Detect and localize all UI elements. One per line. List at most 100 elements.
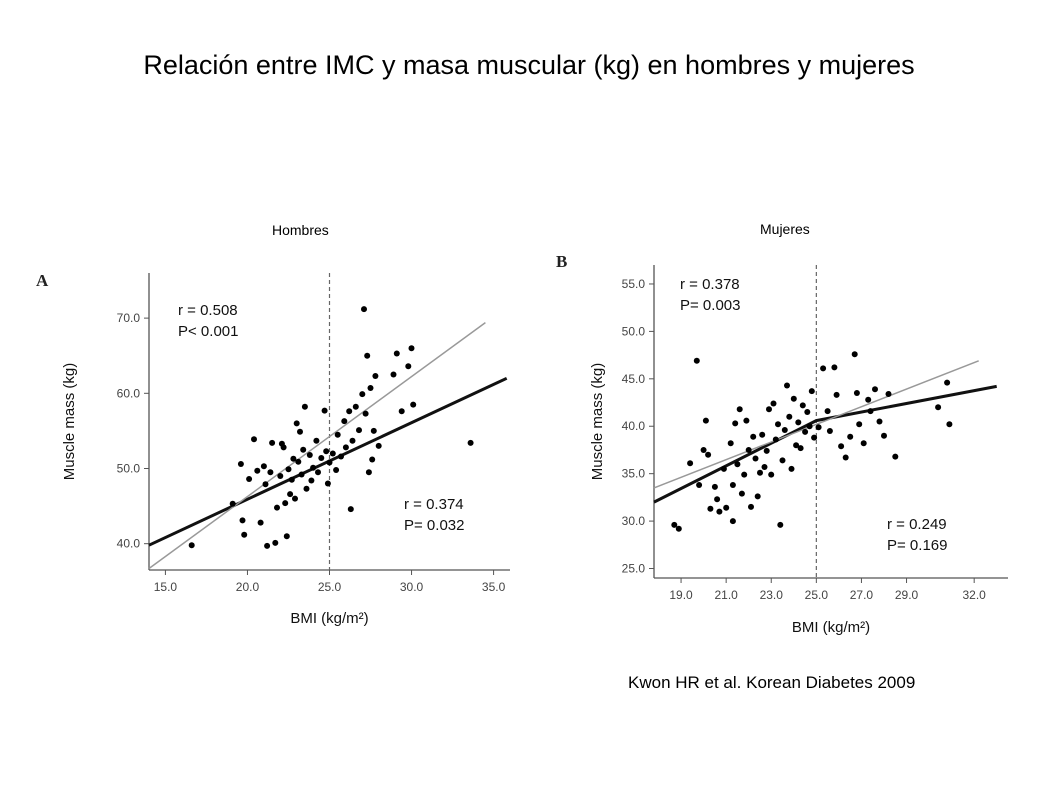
data-point — [362, 410, 369, 417]
data-point — [342, 444, 349, 451]
stat-p-bottom: P= 0.169 — [887, 537, 947, 554]
data-point — [820, 365, 827, 372]
data-point — [729, 482, 736, 488]
data-point — [671, 521, 678, 528]
data-point — [323, 448, 330, 455]
x-tick-label: 21.0 — [714, 588, 738, 602]
data-point — [872, 386, 878, 393]
data-point — [851, 351, 858, 358]
data-point — [300, 446, 307, 453]
data-point — [277, 473, 284, 479]
data-point — [743, 417, 750, 424]
data-point — [752, 455, 759, 462]
data-point — [750, 433, 757, 440]
data-point — [784, 382, 790, 389]
x-tick-label: 23.0 — [760, 588, 784, 602]
data-point — [802, 428, 809, 435]
data-point — [867, 408, 874, 415]
data-point — [262, 481, 269, 488]
data-point — [892, 453, 899, 460]
data-point — [288, 476, 295, 483]
data-point — [847, 433, 854, 440]
data-point — [390, 371, 397, 378]
data-point — [768, 471, 775, 478]
regression-line-thin — [653, 360, 979, 489]
data-point — [687, 460, 694, 467]
data-point — [759, 431, 766, 438]
data-point — [333, 467, 340, 473]
regression-line-thick — [653, 384, 997, 504]
data-point — [313, 437, 320, 444]
data-point — [745, 447, 752, 453]
data-point — [467, 439, 474, 446]
data-point — [876, 418, 883, 425]
x-tick-label: 32.0 — [962, 588, 986, 602]
x-tick-label: 35.0 — [482, 580, 506, 594]
data-point — [260, 463, 267, 470]
data-point — [811, 434, 818, 441]
data-point — [257, 519, 264, 526]
data-point — [269, 439, 276, 446]
data-point — [359, 391, 366, 398]
data-point — [267, 469, 274, 476]
data-point — [714, 496, 721, 503]
data-point — [285, 466, 292, 473]
data-point — [779, 457, 786, 464]
data-point — [352, 403, 359, 410]
x-tick-label: 19.0 — [669, 588, 693, 602]
data-point — [885, 391, 892, 397]
data-point — [347, 506, 354, 513]
stat-p-top: P< 0.001 — [178, 323, 238, 340]
data-point — [188, 542, 195, 549]
data-point — [790, 395, 797, 402]
data-point — [696, 482, 703, 488]
x-tick-label: 25.0 — [318, 580, 342, 594]
data-point — [754, 493, 761, 500]
data-point — [408, 345, 415, 352]
x-axis-label: BMI (kg/m²) — [792, 619, 870, 636]
data-point — [346, 408, 353, 415]
data-point — [741, 471, 748, 478]
data-point — [369, 456, 376, 463]
data-point — [303, 485, 310, 492]
data-point — [251, 436, 257, 443]
data-point — [777, 521, 784, 528]
data-point — [301, 403, 308, 410]
data-point — [246, 476, 253, 482]
data-point — [838, 443, 845, 450]
y-tick-label: 50.0 — [622, 324, 646, 338]
data-point — [272, 539, 279, 546]
data-point — [815, 424, 822, 431]
data-point — [788, 465, 795, 472]
data-point — [241, 531, 248, 538]
panel-letter: A — [36, 271, 49, 290]
data-point — [292, 495, 298, 502]
y-axis-label: Muscle mass (kg) — [589, 363, 606, 481]
data-point — [229, 500, 236, 507]
data-point — [297, 428, 303, 435]
data-point — [321, 407, 328, 414]
data-point — [793, 442, 800, 449]
data-point — [824, 408, 831, 415]
data-point — [254, 467, 261, 474]
data-point — [935, 404, 942, 411]
data-point — [729, 518, 736, 525]
data-point — [239, 517, 246, 524]
data-point — [881, 432, 887, 439]
data-point — [341, 418, 348, 425]
data-point — [732, 420, 739, 427]
data-point — [375, 442, 382, 449]
y-axis-label: Muscle mass (kg) — [61, 363, 78, 481]
data-point — [364, 352, 371, 359]
data-point — [372, 373, 379, 379]
data-point — [287, 491, 294, 498]
data-point — [736, 406, 743, 413]
data-point — [283, 533, 290, 540]
data-point — [338, 453, 344, 460]
data-point — [806, 423, 813, 430]
data-point — [705, 451, 712, 458]
data-point — [786, 413, 793, 420]
data-point — [795, 419, 802, 426]
data-point — [367, 385, 374, 391]
x-tick-label: 20.0 — [236, 580, 260, 594]
